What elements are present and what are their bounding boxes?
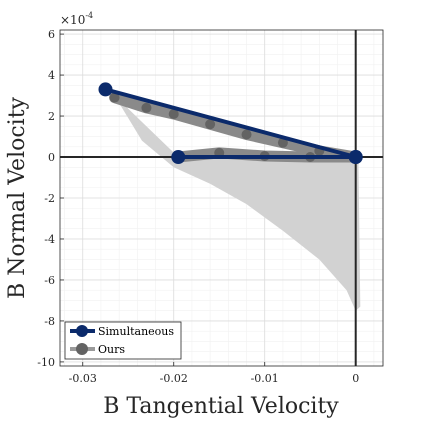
legend-marker-simultaneous xyxy=(76,325,88,337)
ours-point xyxy=(277,137,288,148)
ours-point xyxy=(109,92,120,103)
ours-point xyxy=(205,119,216,130)
y-exponent: ×10-4 xyxy=(60,11,93,27)
y-tick-label: -4 xyxy=(44,233,55,246)
x-ticks: -0.03 -0.02 -0.01 0 xyxy=(69,362,359,385)
x-axis-label: B Tangential Velocity xyxy=(103,394,339,419)
legend-label-ours: Ours xyxy=(98,343,125,356)
y-tick-label: 0 xyxy=(48,151,55,164)
y-tick-label: 2 xyxy=(48,110,55,123)
simultaneous-point xyxy=(98,82,113,97)
simultaneous-point xyxy=(171,150,186,165)
simultaneous-point xyxy=(348,150,363,165)
x-tick-label: 0 xyxy=(352,372,359,385)
y-tick-label: -6 xyxy=(44,274,55,287)
ours-point xyxy=(168,109,179,119)
y-tick-label: -8 xyxy=(44,315,55,328)
y-exponent-base: ×10 xyxy=(60,13,85,27)
legend-marker-ours xyxy=(76,343,88,355)
legend: Simultaneous Ours xyxy=(64,321,182,360)
y-tick-label: 4 xyxy=(48,69,55,82)
y-ticks: -10 -8 -6 -4 -2 0 2 4 6 xyxy=(37,28,64,369)
y-tick-label: -2 xyxy=(44,192,55,205)
y-tick-label: -10 xyxy=(37,356,55,369)
y-exponent-power: -4 xyxy=(85,11,93,20)
y-tick-label: 6 xyxy=(48,28,55,41)
ours-point xyxy=(141,102,152,113)
x-tick-label: -0.02 xyxy=(160,372,188,385)
simultaneous-line-upper xyxy=(104,87,357,159)
series-simultaneous xyxy=(98,82,363,165)
x-tick-label: -0.03 xyxy=(69,372,97,385)
ours-fill-region xyxy=(114,95,361,311)
y-axis-label: B Normal Velocity xyxy=(5,96,30,299)
legend-label-simultaneous: Simultaneous xyxy=(98,325,174,338)
x-tick-label: -0.01 xyxy=(251,372,279,385)
ours-point xyxy=(241,129,252,140)
